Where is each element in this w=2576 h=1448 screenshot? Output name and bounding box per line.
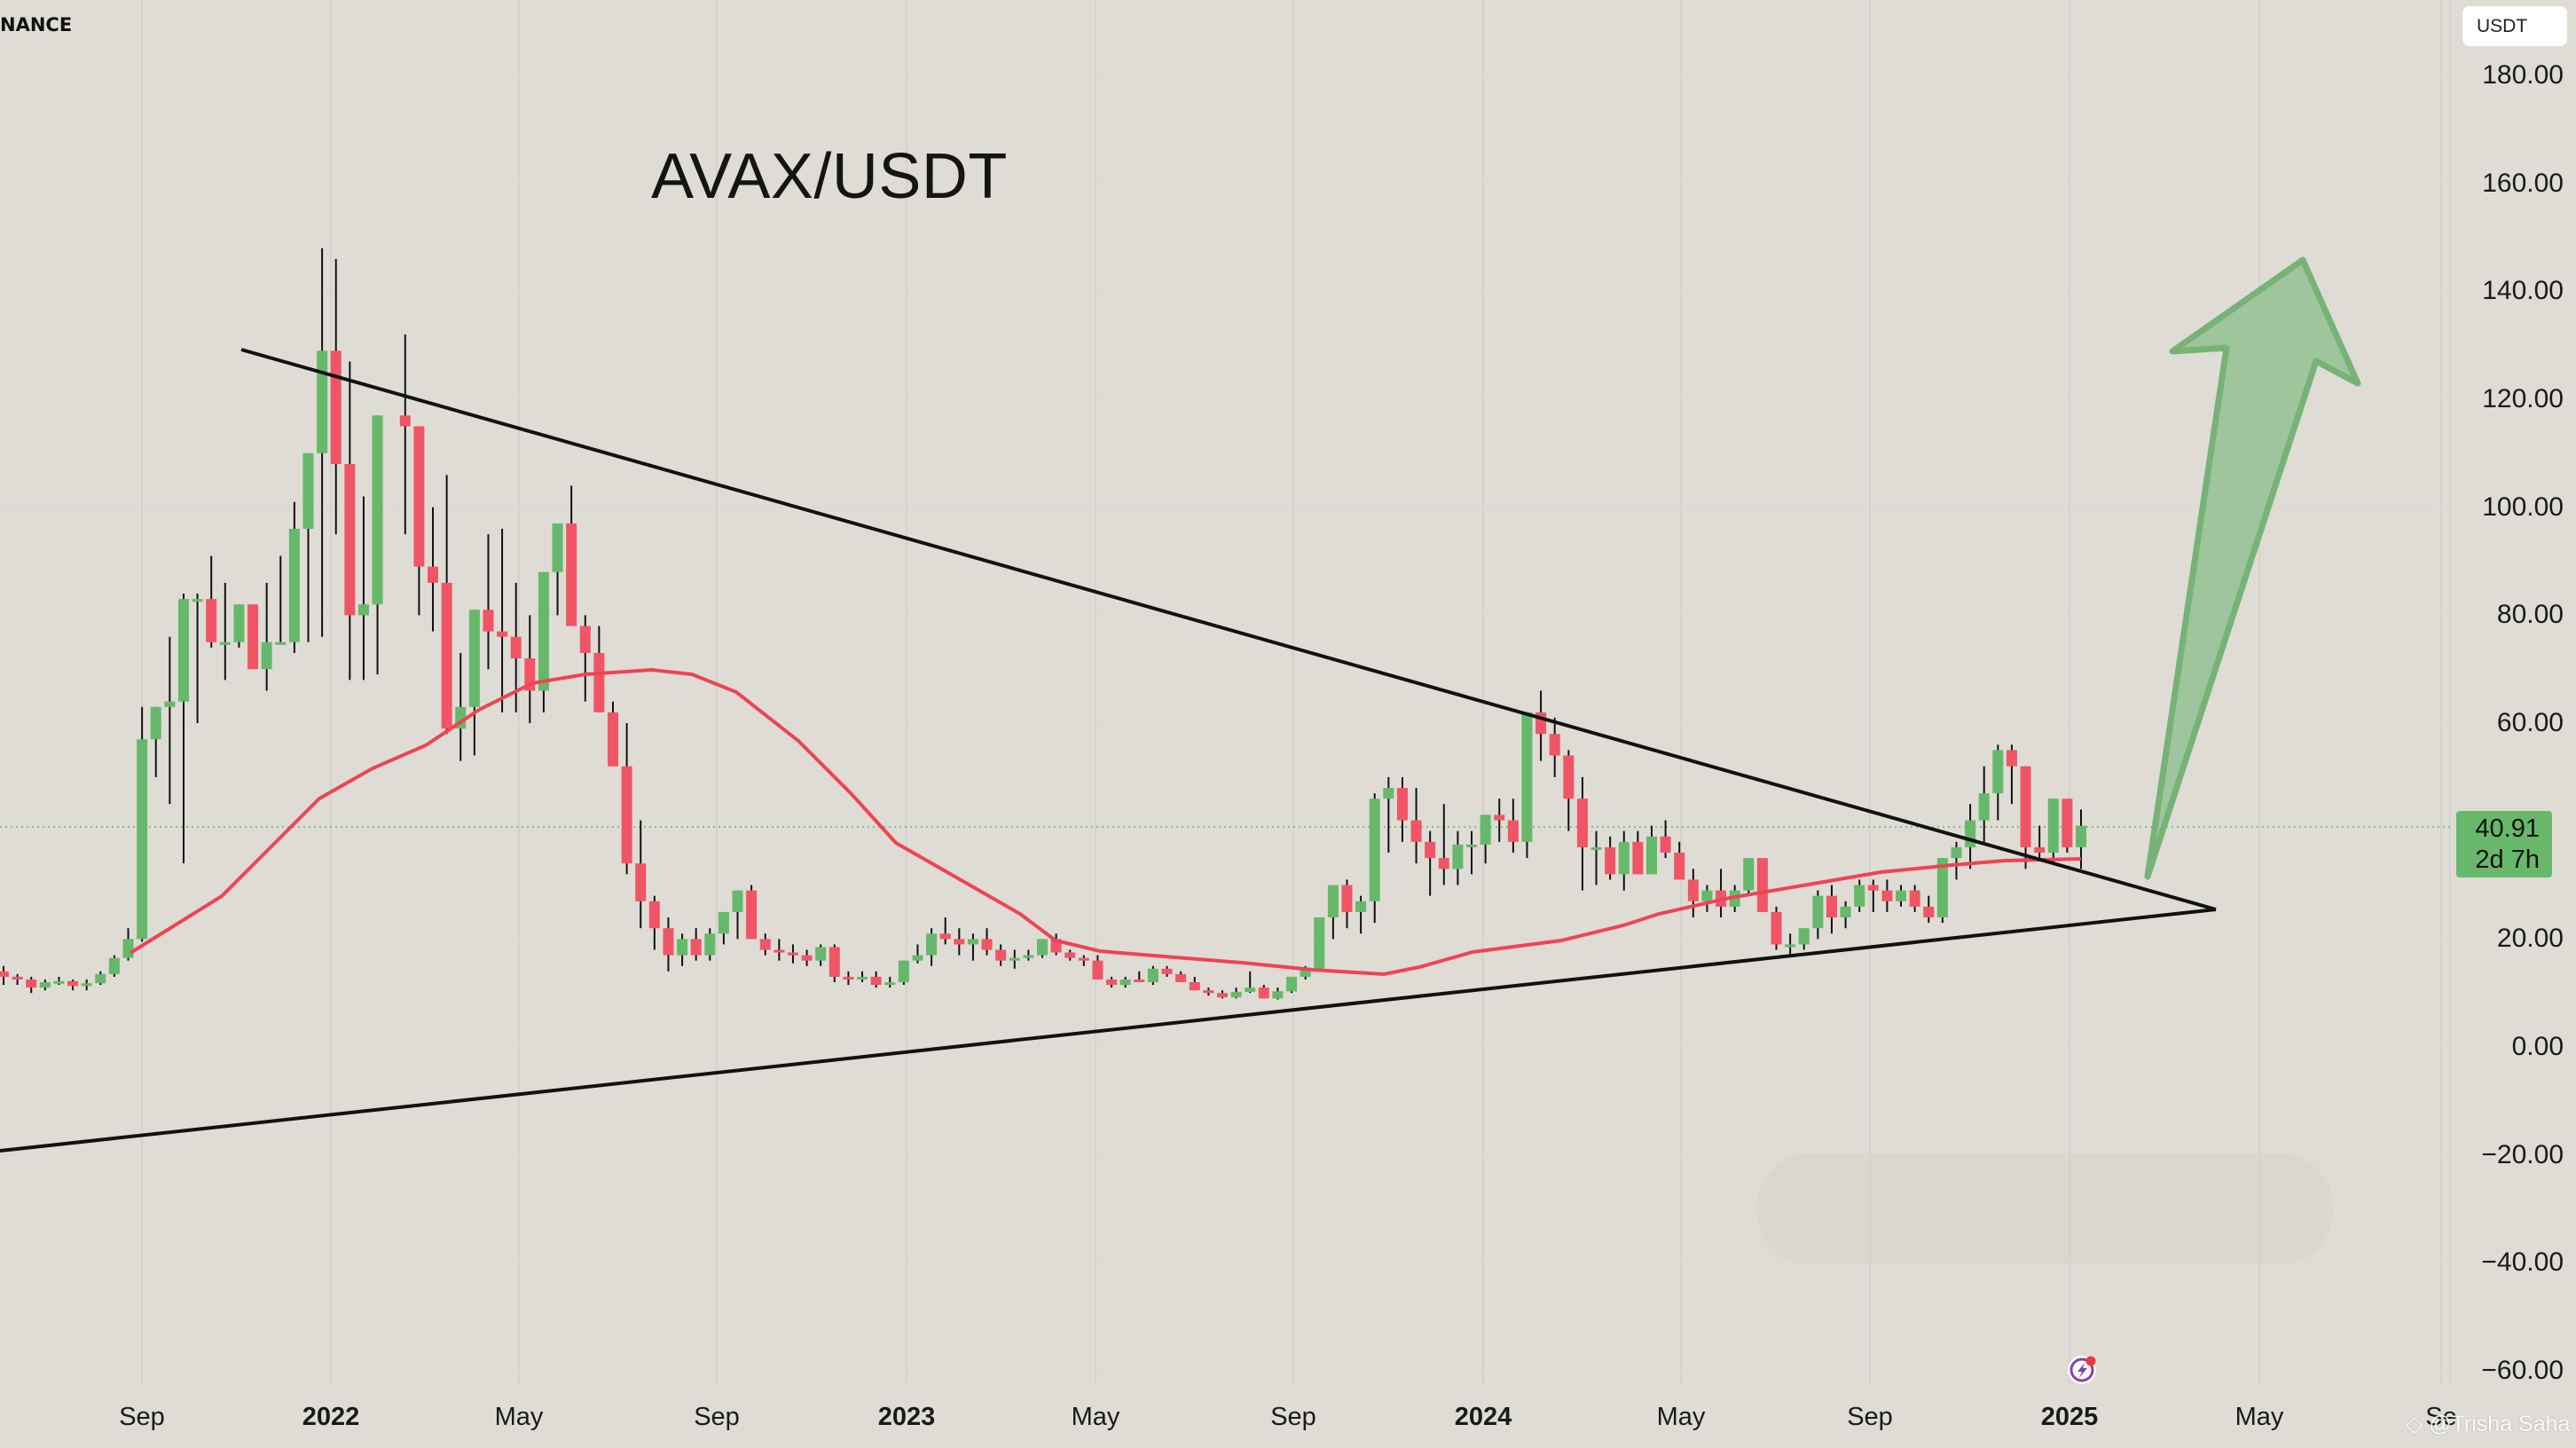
time-axis-label: Se	[2425, 1403, 2457, 1431]
descending-trendline[interactable]	[240, 348, 2217, 911]
currency-badge[interactable]: USDT	[2462, 6, 2567, 46]
last-price-tag: 40.91 2d 7h	[2456, 811, 2552, 877]
time-axis-label: May	[1071, 1403, 1120, 1431]
price-axis-label: 80.00	[2496, 600, 2564, 630]
time-axis-label: Sep	[1847, 1403, 1893, 1431]
price-axis-label: 180.00	[2482, 60, 2564, 90]
time-axis-label: Sep	[1270, 1403, 1316, 1431]
binance-logo-icon: ◇	[2406, 1412, 2423, 1436]
time-axis-label: Sep	[119, 1403, 165, 1431]
price-axis-label: 140.00	[2482, 276, 2564, 306]
time-axis-label: 2022	[302, 1403, 360, 1431]
ascending-trendline[interactable]	[0, 908, 2217, 1153]
time-axis-label: May	[494, 1403, 544, 1431]
time-axis-label: Sep	[694, 1403, 740, 1431]
price-axis-label: 100.00	[2482, 492, 2564, 522]
candle-countdown: 2d 7h	[2475, 846, 2540, 874]
price-axis-label: 60.00	[2496, 708, 2564, 738]
price-axis-label: −60.00	[2481, 1355, 2564, 1385]
blurred-overlay	[1756, 1153, 2333, 1264]
candles	[0, 248, 2086, 1000]
price-axis-label: 0.00	[2511, 1032, 2564, 1061]
price-axis-label: 120.00	[2482, 384, 2564, 414]
time-axis-label: May	[2234, 1403, 2284, 1431]
last-price-value: 40.91	[2475, 814, 2540, 843]
replay-bolt-icon[interactable]	[2068, 1356, 2096, 1384]
price-axis-label: −20.00	[2481, 1139, 2564, 1169]
time-axis-label: May	[1656, 1403, 1706, 1431]
price-axis-label: 20.00	[2496, 924, 2564, 954]
author-watermark: ◇ @Trisha Saha	[2406, 1411, 2570, 1437]
bullish-arrow-icon[interactable]	[2144, 256, 2361, 880]
moving-average-line	[129, 667, 2082, 977]
exchange-label: NANCE	[0, 14, 73, 35]
time-axis-label: 2024	[1454, 1403, 1512, 1431]
pair-title: AVAX/USDT	[651, 141, 1008, 212]
time-axis-label: 2025	[2040, 1403, 2099, 1431]
price-axis-label: 160.00	[2482, 168, 2564, 198]
time-axis-label: 2023	[877, 1403, 936, 1431]
watermark-text: @Trisha Saha	[2429, 1412, 2571, 1436]
price-axis-label: −40.00	[2481, 1247, 2564, 1278]
